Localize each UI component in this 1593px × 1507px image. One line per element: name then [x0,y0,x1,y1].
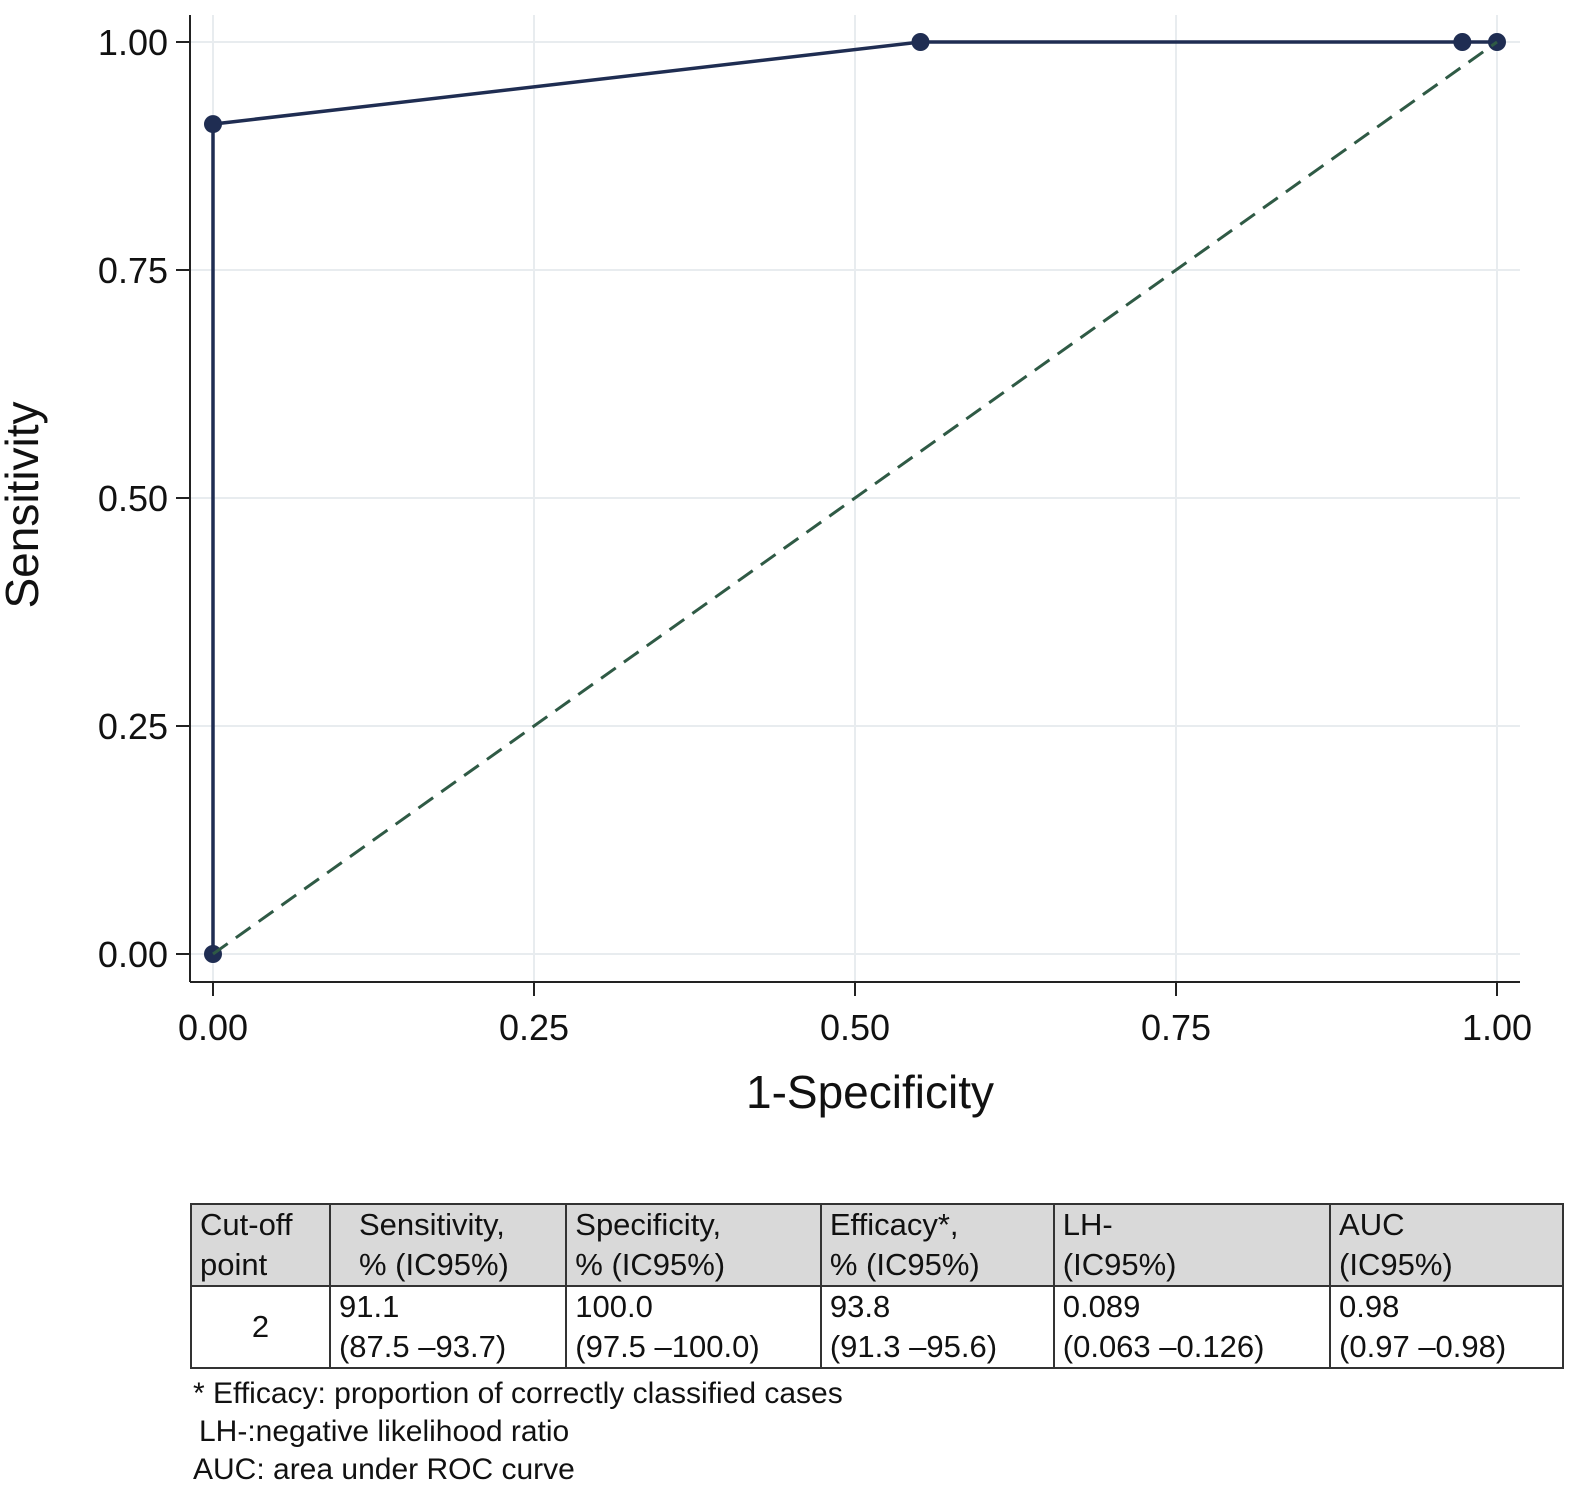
cutoff-cell: 2 [190,1285,331,1369]
x-axis-label: 1-Specificity [746,1066,994,1118]
header-line: LH- [1062,1207,1113,1242]
header-cell: Cut-off point [190,1203,331,1287]
cell-value: 0.98 [1339,1289,1400,1324]
x-tick-label: 0.50 [820,1007,890,1048]
header-cell: LH- (IC95%) [1052,1203,1332,1287]
cell-value: 91.1 [338,1289,400,1324]
header-line: Efficacy*, [829,1207,959,1242]
reference-diagonal-line [212,40,1498,956]
header-line: % (IC95%) [358,1247,509,1282]
roc-point [1488,33,1506,51]
header-cell: AUC (IC95%) [1329,1203,1564,1287]
header-line: % (IC95%) [829,1247,980,1282]
header-line: Cut-off [200,1207,293,1242]
x-tick-label: 0.75 [1141,1007,1211,1048]
header-line: AUC [1339,1207,1405,1242]
table-header-row: Cut-off point Sensitivity, % (IC95%) Speci… [190,1203,1564,1287]
table-cell: 0.98 (0.97 –0.98) [1329,1285,1564,1369]
header-cell: Sensitivity, % (IC95%) [328,1203,568,1287]
cell-ci: (0.063 –0.126) [1062,1329,1265,1364]
header-line: (IC95%) [1339,1247,1453,1282]
cell-ci: (97.5 –100.0) [575,1329,760,1364]
y-tick-label: 0.75 [98,250,168,291]
header-line: point [200,1247,268,1282]
y-tick-label: 0.00 [98,934,168,975]
cell-value: 93.8 [829,1289,891,1324]
header-cell: Efficacy*, % (IC95%) [819,1203,1055,1287]
y-tick-label: 1.00 [98,22,168,63]
note-lh: LH-:negative likelihood ratio [199,1415,570,1448]
x-tick-label: 0.25 [499,1007,569,1048]
roc-point [204,115,222,134]
table-cell: 93.8 (91.3 –95.6) [819,1285,1055,1369]
roc-point [911,33,930,51]
y-tick-label: 0.25 [98,706,168,747]
cell-ci: (91.3 –95.6) [829,1329,998,1364]
table-row: 2 91.1 (87.5 –93.7) 100.0 (97.5 –100.0) 93… [190,1285,1564,1369]
note-efficacy: * Efficacy: proportion of correctly clas… [193,1377,843,1410]
cell-value: 0.089 [1062,1289,1141,1324]
header-line: % (IC95%) [575,1247,726,1282]
header-line: Specificity, [575,1207,722,1242]
y-tick-label: 0.50 [98,478,168,519]
header-cell: Specificity, % (IC95%) [565,1203,822,1287]
table-notes: * Efficacy: proportion of correctly clas… [193,1375,843,1489]
roc-chart: 0.00 0.25 0.50 0.75 1.00 0.00 0.25 0.50 0.75 1.00… [0,15,1532,1118]
roc-point [1453,33,1472,51]
note-auc: AUC: area under ROC curve [193,1453,575,1486]
x-tick-label: 1.00 [1462,1007,1532,1048]
table-cell: 91.1 (87.5 –93.7) [328,1285,568,1369]
table-cell: 100.0 (97.5 –100.0) [565,1285,822,1369]
cell-ci: (0.97 –0.98) [1339,1329,1507,1364]
header-line: (IC95%) [1062,1247,1177,1282]
header-line: Sensitivity, [358,1207,505,1242]
cell-ci: (87.5 –93.7) [338,1329,507,1364]
results-table: Cut-off point Sensitivity, % (IC95%) Speci… [190,1203,1564,1369]
y-axis-label: Sensitivity [0,401,48,608]
table-cell: 0.089 (0.063 –0.126) [1052,1285,1332,1369]
x-tick-label: 0.00 [178,1007,248,1048]
cell-value: 100.0 [575,1289,653,1324]
